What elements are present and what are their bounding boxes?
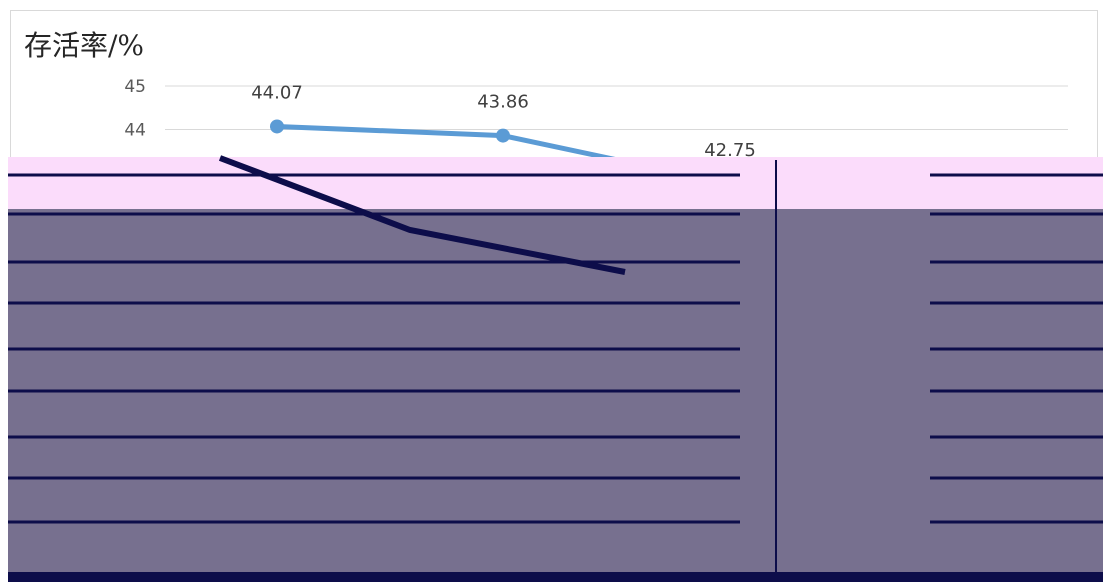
data-label: 44.07 [251,82,303,103]
data-point [270,119,284,134]
data-label: 43.86 [477,92,529,113]
data-point [496,128,510,143]
chart-title: 存活率/% [24,29,145,62]
y-tick-label: 44 [124,121,146,141]
glitch-pink-band [8,157,1103,209]
y-tick-label: 45 [124,77,146,97]
glitch-overlay [8,157,1103,577]
glitch-bottom-bar [8,572,1103,582]
glitch-series-echo [218,155,626,275]
data-label: 42.75 [704,140,756,161]
